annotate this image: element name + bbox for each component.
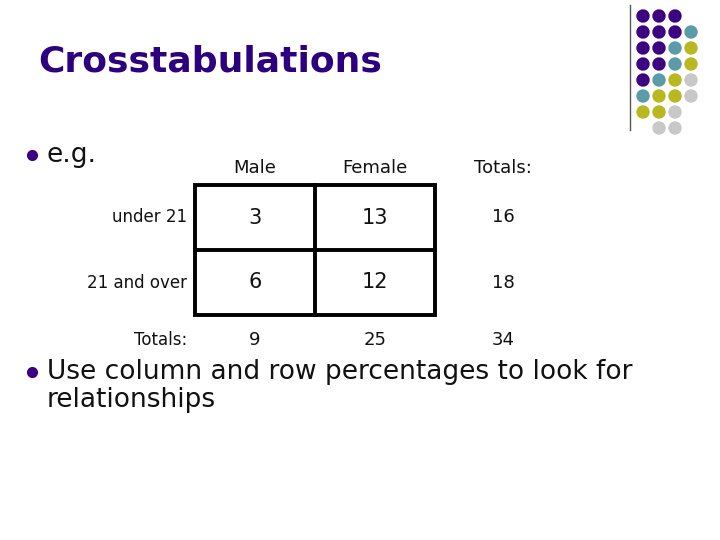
Circle shape	[685, 42, 697, 54]
Circle shape	[637, 10, 649, 22]
Circle shape	[669, 90, 681, 102]
Circle shape	[669, 42, 681, 54]
Text: 34: 34	[492, 331, 515, 349]
Circle shape	[669, 106, 681, 118]
Text: Male: Male	[233, 159, 276, 177]
Text: Totals:: Totals:	[134, 331, 187, 349]
Text: Use column and row percentages to look for: Use column and row percentages to look f…	[47, 359, 632, 385]
Text: 25: 25	[364, 331, 387, 349]
Text: 12: 12	[361, 273, 388, 293]
Circle shape	[637, 42, 649, 54]
Text: 13: 13	[361, 207, 388, 227]
Text: 21 and over: 21 and over	[87, 273, 187, 292]
Circle shape	[685, 74, 697, 86]
Circle shape	[637, 90, 649, 102]
Text: relationships: relationships	[47, 387, 216, 413]
Bar	[195, 185, 435, 315]
Text: 6: 6	[248, 273, 261, 293]
Circle shape	[637, 58, 649, 70]
Circle shape	[637, 106, 649, 118]
Circle shape	[653, 106, 665, 118]
Circle shape	[653, 90, 665, 102]
Text: 3: 3	[248, 207, 261, 227]
Circle shape	[669, 58, 681, 70]
Circle shape	[653, 26, 665, 38]
Text: under 21: under 21	[112, 208, 187, 226]
Circle shape	[653, 10, 665, 22]
Circle shape	[669, 122, 681, 134]
Text: 18: 18	[492, 273, 514, 292]
Text: e.g.: e.g.	[47, 142, 97, 168]
Circle shape	[669, 10, 681, 22]
Circle shape	[653, 58, 665, 70]
Circle shape	[637, 26, 649, 38]
Text: Crosstabulations: Crosstabulations	[38, 45, 382, 79]
Circle shape	[653, 42, 665, 54]
Text: 16: 16	[492, 208, 514, 226]
Text: Female: Female	[343, 159, 408, 177]
Text: Totals:: Totals:	[474, 159, 532, 177]
Circle shape	[685, 58, 697, 70]
Circle shape	[669, 74, 681, 86]
Text: 9: 9	[249, 331, 261, 349]
Circle shape	[685, 26, 697, 38]
Circle shape	[669, 26, 681, 38]
Circle shape	[653, 122, 665, 134]
Circle shape	[637, 74, 649, 86]
Circle shape	[653, 74, 665, 86]
Circle shape	[685, 90, 697, 102]
